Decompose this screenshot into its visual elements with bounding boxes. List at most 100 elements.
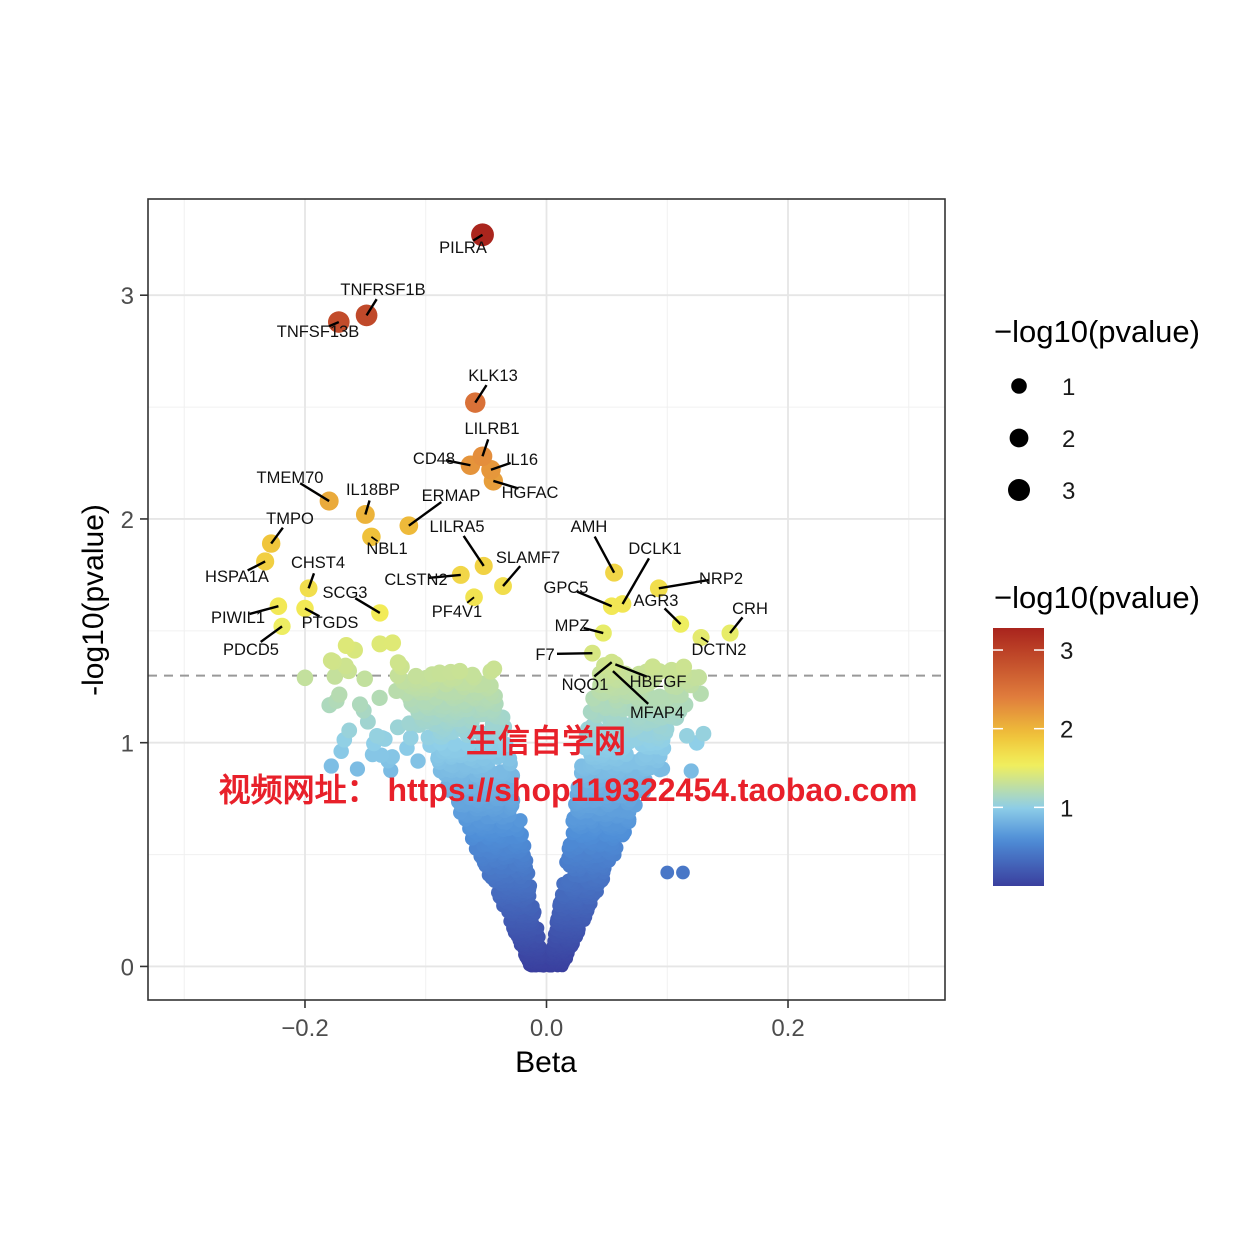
color-legend-label: 2: [1060, 717, 1073, 744]
gene-label-slamf7: SLAMF7: [496, 549, 560, 567]
gene-label-hbegf: HBEGF: [630, 673, 687, 691]
data-point: [420, 729, 437, 746]
label-connector-lilra5: [462, 535, 485, 567]
data-point: [341, 722, 358, 739]
x-tick-label: 0.0: [530, 1015, 563, 1042]
label-connector-il18bp: [364, 500, 371, 515]
gene-label-lilrb1: LILRB1: [464, 420, 519, 438]
label-connector-dctn2: [700, 636, 709, 643]
y-axis-title: -log10(pvalue): [77, 504, 110, 696]
gene-label-gpc5: GPC5: [544, 579, 589, 597]
watermark-line-1: 生信自学网: [466, 723, 626, 759]
data-point: [402, 730, 419, 746]
label-connector-amh: [593, 535, 616, 574]
x-tick-label: 0.2: [771, 1015, 804, 1042]
gene-label-nrp2: NRP2: [699, 570, 743, 588]
data-point: [660, 865, 675, 880]
label-connector-nbl1: [370, 536, 379, 543]
axes: 0 1 2 3 −0.2 0.0 0.2: [121, 283, 805, 1042]
y-tick-label: 0: [121, 954, 134, 981]
color-legend-title: −log10(pvalue): [994, 580, 1200, 615]
size-legend-label: 2: [1062, 426, 1075, 453]
label-connector-pdcd5: [259, 625, 283, 643]
data-points: [256, 223, 739, 973]
data-point: [389, 654, 407, 672]
size-legend: −log10(pvalue) 1 2 3: [994, 314, 1200, 505]
data-point: [384, 634, 402, 652]
gene-label-crh: CRH: [732, 600, 768, 618]
gene-label-pf4v1: PF4V1: [432, 603, 482, 621]
gene-label-hspa1a: HSPA1A: [205, 568, 269, 586]
size-legend-label: 3: [1062, 478, 1075, 505]
data-point: [356, 670, 373, 688]
label-connector-cd48: [445, 459, 471, 467]
data-point: [683, 763, 699, 779]
gene-label-dctn2: DCTN2: [691, 641, 746, 659]
label-connector-hgfac: [493, 479, 519, 490]
size-legend-key-2: [1009, 428, 1029, 448]
gene-label-hgfac: HGFAC: [502, 484, 559, 502]
gene-label-nbl1: NBL1: [366, 540, 407, 558]
label-connector-hbegf: [614, 663, 648, 678]
y-tick-label: 2: [121, 507, 134, 534]
data-point: [451, 662, 469, 680]
data-point: [675, 658, 693, 676]
gene-label-clstn2: CLSTN2: [384, 571, 447, 589]
gene-label-pdcd5: PDCD5: [223, 641, 279, 659]
label-connector-tnfsf13b: [328, 320, 340, 328]
data-point: [349, 761, 366, 777]
gene-label-cd48: CD48: [413, 450, 455, 468]
gene-label-pilra: PILRA: [439, 239, 487, 257]
data-point: [690, 669, 708, 686]
gene-label-scg3: SCG3: [323, 584, 368, 602]
size-legend-key-1: [1011, 378, 1027, 394]
y-tick-label: 1: [121, 731, 134, 758]
label-connector-pilra: [472, 233, 484, 242]
data-point: [464, 666, 481, 684]
color-legend-label: 1: [1060, 795, 1073, 822]
data-point: [323, 758, 339, 774]
data-point: [407, 667, 425, 685]
x-axis-title: Beta: [515, 1046, 577, 1079]
label-connector-mfap4: [612, 670, 650, 705]
label-connector-slamf7: [502, 565, 522, 587]
data-point: [371, 689, 388, 706]
gene-label-ptgds: PTGDS: [302, 614, 359, 632]
label-connector-dclk1: [621, 557, 651, 605]
data-point: [351, 696, 369, 713]
gene-label-agr3: AGR3: [634, 592, 679, 610]
gene-labels: PILRA TNFRSF1B TNFSF13B KLK13 LILRB1 CD48 IL16…: [205, 233, 768, 722]
label-connector-lilrb1: [481, 438, 490, 457]
data-point: [501, 751, 518, 767]
label-connector-tmem70: [299, 482, 330, 503]
color-legend: −log10(pvalue) 3 2 1: [993, 580, 1200, 886]
gene-label-tnfsf13b: TNFSF13B: [277, 323, 360, 341]
size-legend-key-3: [1008, 479, 1030, 501]
watermark-line-2: 视频网址： https://shop119322454.taobao.com: [219, 772, 918, 808]
y-tick-label: 3: [121, 283, 134, 310]
data-point: [331, 686, 348, 703]
gene-label-lilra5: LILRA5: [429, 518, 484, 536]
gene-label-chst4: CHST4: [291, 554, 345, 572]
gene-label-piwil1: PIWIL1: [211, 609, 265, 627]
size-legend-label: 1: [1062, 374, 1075, 401]
data-point: [296, 669, 314, 687]
color-legend-label: 3: [1060, 638, 1073, 665]
size-legend-title: −log10(pvalue): [994, 314, 1200, 349]
label-connector-klk13: [474, 384, 488, 404]
gene-label-f7: F7: [535, 646, 554, 664]
gene-label-amh: AMH: [571, 518, 608, 536]
color-bar: [993, 628, 1044, 886]
gene-label-dclk1: DCLK1: [628, 540, 681, 558]
data-point: [322, 652, 340, 669]
label-connector-piwil1: [249, 605, 279, 616]
gene-label-mpz: MPZ: [555, 617, 590, 635]
data-point: [369, 727, 385, 744]
gene-label-mfap4: MFAP4: [630, 704, 684, 722]
data-point: [337, 636, 355, 654]
label-connector-tmpo: [270, 526, 284, 545]
x-tick-label: −0.2: [281, 1015, 328, 1042]
data-point: [371, 635, 389, 653]
gene-label-il18bp: IL18BP: [346, 481, 400, 499]
label-connector-pf4v1: [466, 596, 475, 604]
